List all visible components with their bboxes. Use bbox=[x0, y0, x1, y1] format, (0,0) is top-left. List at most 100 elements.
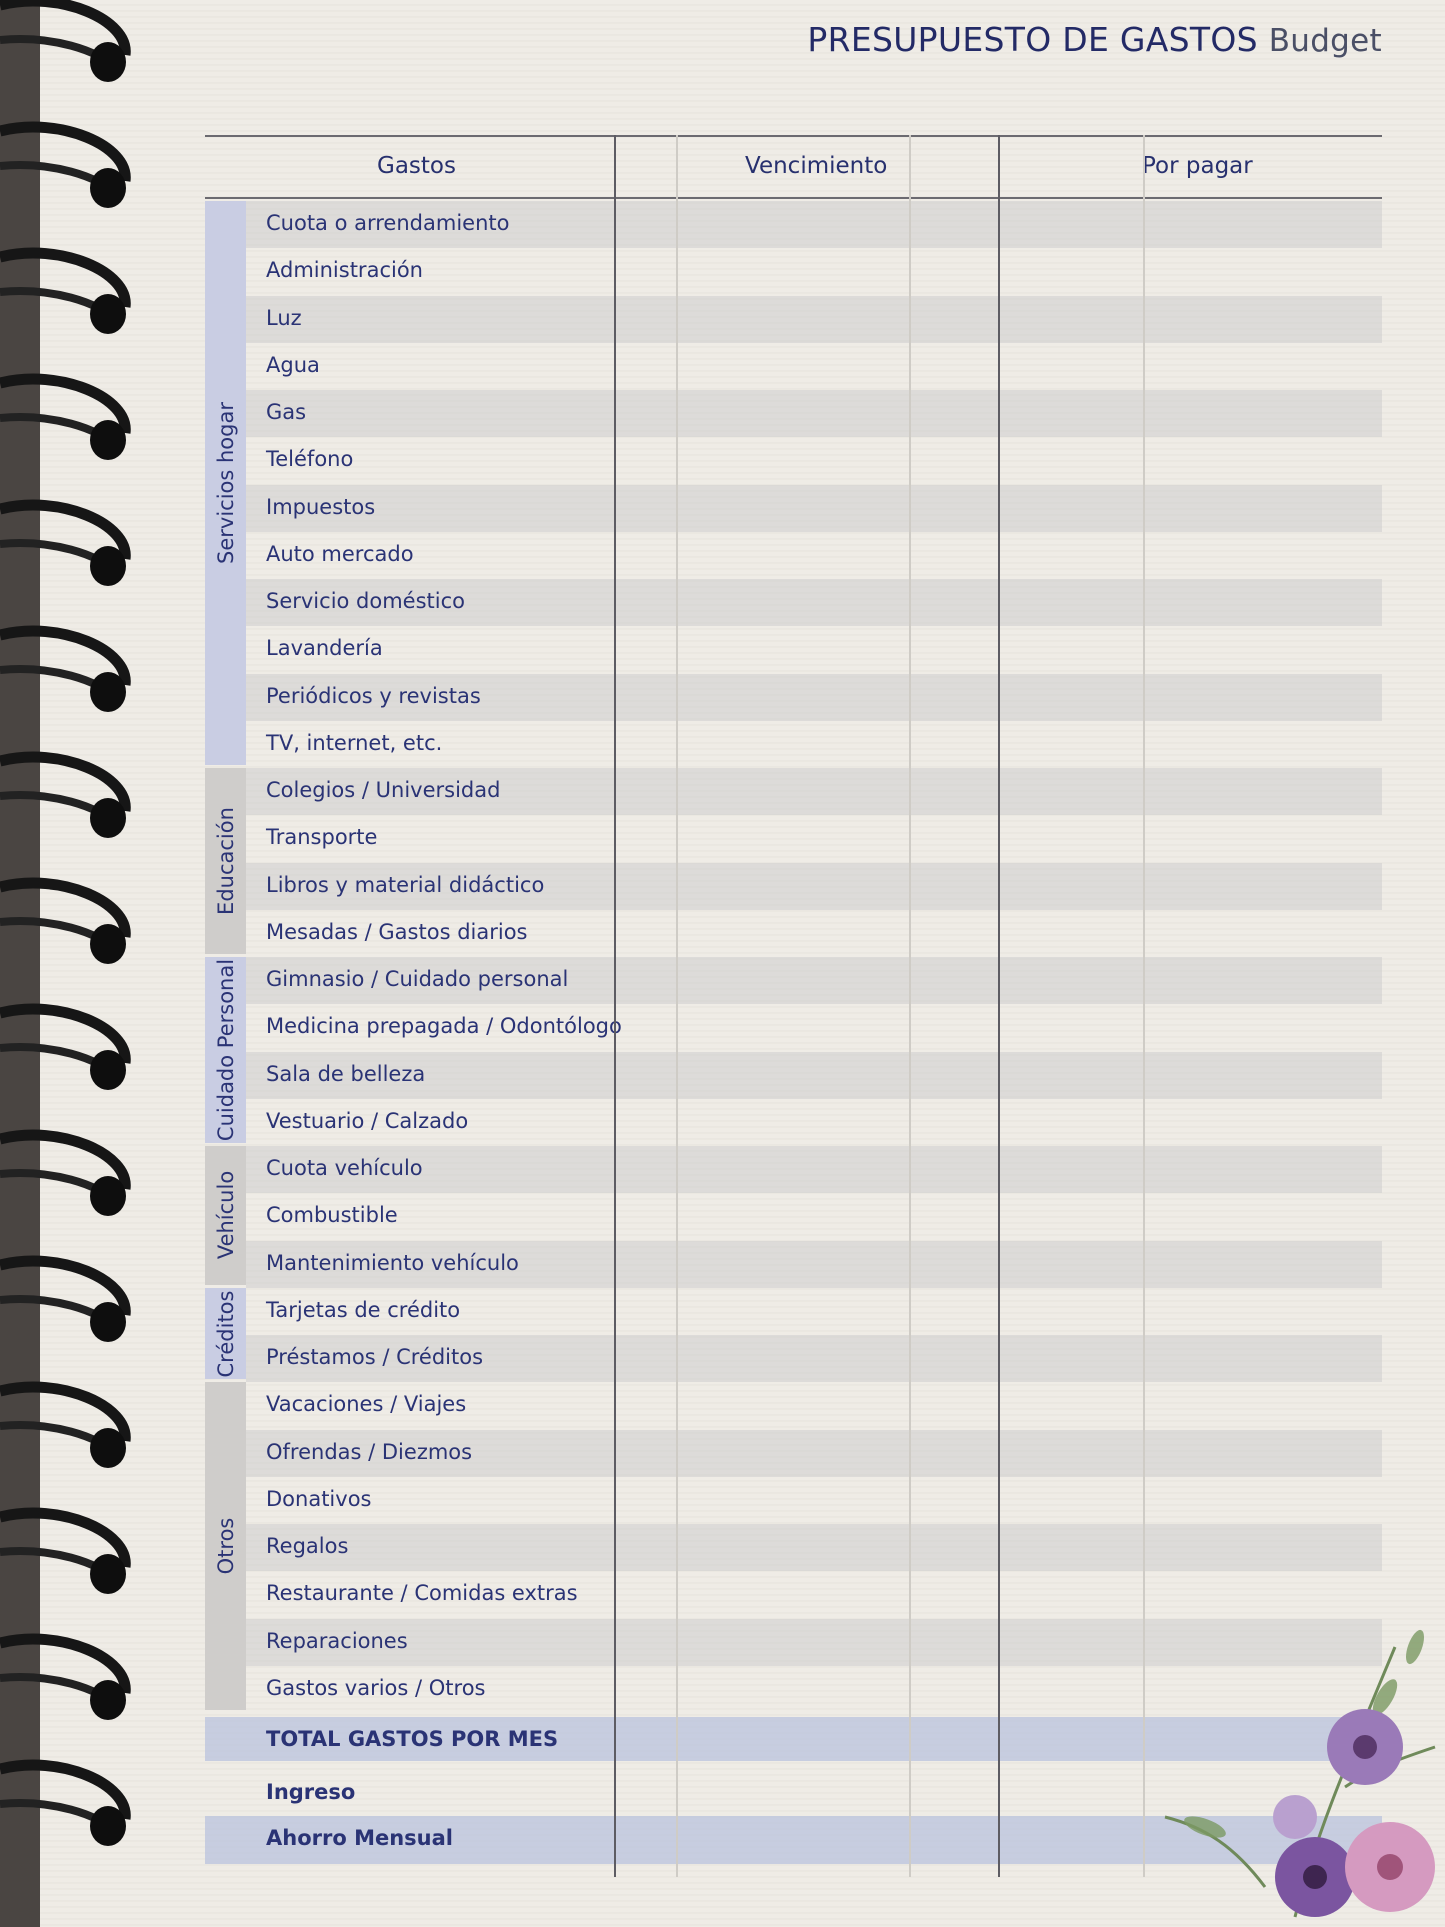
table-top-rule bbox=[205, 135, 1382, 137]
category-5: Otros bbox=[205, 1382, 246, 1710]
expense-row[interactable]: Libros y material didáctico bbox=[246, 862, 1382, 910]
budget-table: Gastos Vencimiento Por pagar Servicios h… bbox=[205, 135, 1382, 1877]
expense-label: Gimnasio / Cuidado personal bbox=[266, 967, 569, 991]
binding-ring bbox=[0, 1759, 131, 1846]
expense-row[interactable]: Luz bbox=[246, 295, 1382, 343]
expense-label: Gas bbox=[266, 400, 307, 424]
category-label: Educación bbox=[213, 807, 238, 915]
category-label: Servicios hogar bbox=[213, 402, 238, 564]
expense-label: Ofrendas / Diezmos bbox=[266, 1439, 473, 1464]
page-title: PRESUPUESTO DE GASTOS Budget bbox=[807, 20, 1382, 59]
category-4: Créditos bbox=[205, 1287, 246, 1380]
category-label: Cuidado Personal bbox=[213, 958, 238, 1142]
expense-row[interactable]: Restaurante / Comidas extras bbox=[246, 1571, 1382, 1618]
column-header-vencimiento: Vencimiento bbox=[745, 153, 888, 179]
expense-row[interactable]: Ofrendas / Diezmos bbox=[246, 1429, 1382, 1477]
expense-label: Medicina prepagada / Odontólogo bbox=[266, 1014, 622, 1039]
total-row-0[interactable]: TOTAL GASTOS POR MES bbox=[205, 1717, 1382, 1761]
expense-label: Mantenimiento vehículo bbox=[266, 1250, 519, 1275]
expense-row[interactable]: Administración bbox=[246, 248, 1382, 295]
total-label: Ingreso bbox=[266, 1780, 356, 1805]
expense-row[interactable]: Teléfono bbox=[246, 437, 1382, 484]
expense-row[interactable]: Tarjetas de crédito bbox=[246, 1288, 1382, 1335]
expense-row[interactable]: Combustible bbox=[246, 1193, 1382, 1240]
spiral-rings bbox=[0, 0, 131, 1846]
total-label: Ahorro Mensual bbox=[266, 1825, 453, 1850]
expense-label: Donativos bbox=[266, 1486, 372, 1511]
expense-label: Mesadas / Gastos diarios bbox=[266, 919, 528, 944]
expense-row[interactable]: Regalos bbox=[246, 1524, 1382, 1571]
binding-ring bbox=[0, 373, 131, 460]
expense-label: Lavandería bbox=[266, 636, 383, 661]
binding-ring bbox=[0, 1255, 131, 1342]
expense-row[interactable]: Gimnasio / Cuidado personal bbox=[246, 957, 1382, 1004]
expense-row[interactable]: Mesadas / Gastos diarios bbox=[246, 910, 1382, 957]
expense-label: Transporte bbox=[266, 825, 378, 850]
category-2: Cuidado Personal bbox=[205, 957, 246, 1143]
binding-ring bbox=[0, 877, 131, 964]
binding-ring bbox=[0, 1003, 131, 1090]
column-divider bbox=[676, 135, 678, 1877]
expense-row[interactable]: Préstamos / Créditos bbox=[246, 1335, 1382, 1382]
category-0: Servicios hogar bbox=[205, 201, 246, 765]
expense-label: Impuestos bbox=[266, 494, 376, 519]
expense-label: Sala de belleza bbox=[266, 1061, 426, 1086]
column-divider bbox=[909, 135, 911, 1877]
expense-row[interactable]: Impuestos bbox=[246, 484, 1382, 532]
expense-row[interactable]: Donativos bbox=[246, 1477, 1382, 1524]
expense-label: Colegios / Universidad bbox=[266, 778, 501, 802]
expense-row[interactable]: Gas bbox=[246, 390, 1382, 437]
expense-label: Servicio doméstico bbox=[266, 589, 466, 613]
expense-row[interactable]: Colegios / Universidad bbox=[246, 768, 1382, 815]
expense-label: TV, internet, etc. bbox=[266, 730, 443, 755]
expense-label: Reparaciones bbox=[266, 1628, 408, 1653]
expense-label: Agua bbox=[266, 352, 320, 377]
expense-label: Cuota vehículo bbox=[266, 1156, 423, 1180]
category-label: Vehículo bbox=[213, 1171, 238, 1260]
expense-label: Periódicos y revistas bbox=[266, 683, 481, 708]
column-header-gastos: Gastos bbox=[377, 153, 456, 179]
binding-ring bbox=[0, 1381, 131, 1468]
expense-label: Vestuario / Calzado bbox=[266, 1108, 469, 1133]
expense-row[interactable]: Cuota o arrendamiento bbox=[246, 201, 1382, 248]
floral-decoration bbox=[1164, 1629, 1436, 1918]
expense-label: Regalos bbox=[266, 1534, 349, 1558]
total-row-1[interactable]: Ingreso bbox=[246, 1770, 1382, 1814]
column-header-por-pagar: Por pagar bbox=[1142, 153, 1253, 179]
expense-row[interactable]: Gastos varios / Otros bbox=[246, 1666, 1382, 1713]
expense-label: Tarjetas de crédito bbox=[266, 1297, 461, 1322]
expense-label: Combustible bbox=[266, 1203, 398, 1228]
expense-label: Restaurante / Comidas extras bbox=[266, 1581, 578, 1606]
expense-row[interactable]: Lavandería bbox=[246, 626, 1382, 673]
expense-row[interactable]: Servicio doméstico bbox=[246, 579, 1382, 626]
binding-ring bbox=[0, 1507, 131, 1594]
expense-row[interactable]: Vacaciones / Viajes bbox=[246, 1382, 1382, 1429]
category-label: Créditos bbox=[213, 1290, 238, 1377]
binding-ring bbox=[0, 1633, 131, 1720]
expense-row[interactable]: Transporte bbox=[246, 815, 1382, 862]
expense-label: Préstamos / Créditos bbox=[266, 1345, 484, 1369]
total-label: TOTAL GASTOS POR MES bbox=[266, 1727, 559, 1751]
expense-row[interactable]: Medicina prepagada / Odontólogo bbox=[246, 1004, 1382, 1051]
category-label: Otros bbox=[213, 1517, 238, 1575]
binding-ring bbox=[0, 0, 131, 82]
expense-row[interactable]: Agua bbox=[246, 343, 1382, 390]
binding-ring bbox=[0, 247, 131, 334]
expense-row[interactable]: Auto mercado bbox=[246, 532, 1382, 579]
expense-row[interactable]: Cuota vehículo bbox=[246, 1146, 1382, 1193]
expense-row[interactable]: TV, internet, etc. bbox=[246, 721, 1382, 768]
expense-label: Cuota o arrendamiento bbox=[266, 211, 510, 235]
category-3: Vehículo bbox=[205, 1146, 246, 1285]
expense-row[interactable]: Mantenimiento vehículo bbox=[246, 1240, 1382, 1288]
column-divider bbox=[614, 135, 616, 1877]
expense-label: Luz bbox=[266, 305, 302, 330]
binding-ring bbox=[0, 625, 131, 712]
expense-row[interactable]: Periódicos y revistas bbox=[246, 673, 1382, 721]
expense-label: Teléfono bbox=[266, 447, 354, 472]
category-1: Educación bbox=[205, 768, 246, 954]
binding-ring bbox=[0, 1129, 131, 1216]
expense-row[interactable]: Vestuario / Calzado bbox=[246, 1099, 1382, 1146]
expense-row[interactable]: Sala de belleza bbox=[246, 1051, 1382, 1099]
binding-ring bbox=[0, 121, 131, 208]
expense-row[interactable]: Reparaciones bbox=[246, 1618, 1382, 1666]
